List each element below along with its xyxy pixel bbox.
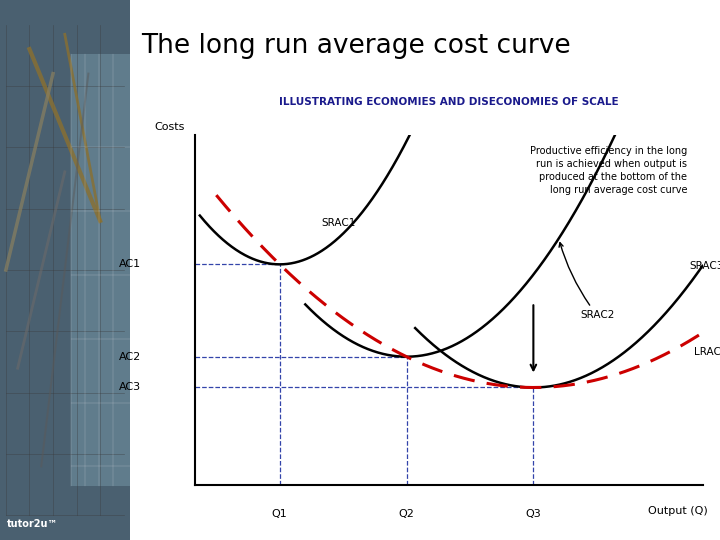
Text: AC1: AC1: [119, 259, 141, 269]
Text: Q3: Q3: [526, 509, 541, 519]
Text: SRAC1: SRAC1: [322, 218, 356, 228]
Text: AC2: AC2: [119, 352, 141, 362]
Text: Q2: Q2: [399, 509, 415, 519]
Text: LRAC: LRAC: [694, 347, 720, 357]
Bar: [71, 54, 130, 486]
Text: The long run average cost curve: The long run average cost curve: [141, 33, 571, 59]
Text: SRAC3: SRAC3: [690, 261, 720, 271]
Text: Productive efficiency in the long
run is achieved when output is
produced at the: Productive efficiency in the long run is…: [530, 146, 688, 195]
Text: Q1: Q1: [272, 509, 287, 519]
Text: Costs: Costs: [155, 122, 185, 132]
Text: SRAC2: SRAC2: [559, 242, 614, 320]
Text: ILLUSTRATING ECONOMIES AND DISECONOMIES OF SCALE: ILLUSTRATING ECONOMIES AND DISECONOMIES …: [279, 97, 618, 107]
Text: AC3: AC3: [119, 382, 141, 393]
Text: Output (Q): Output (Q): [648, 506, 708, 516]
Text: tutor2u™: tutor2u™: [6, 519, 58, 529]
